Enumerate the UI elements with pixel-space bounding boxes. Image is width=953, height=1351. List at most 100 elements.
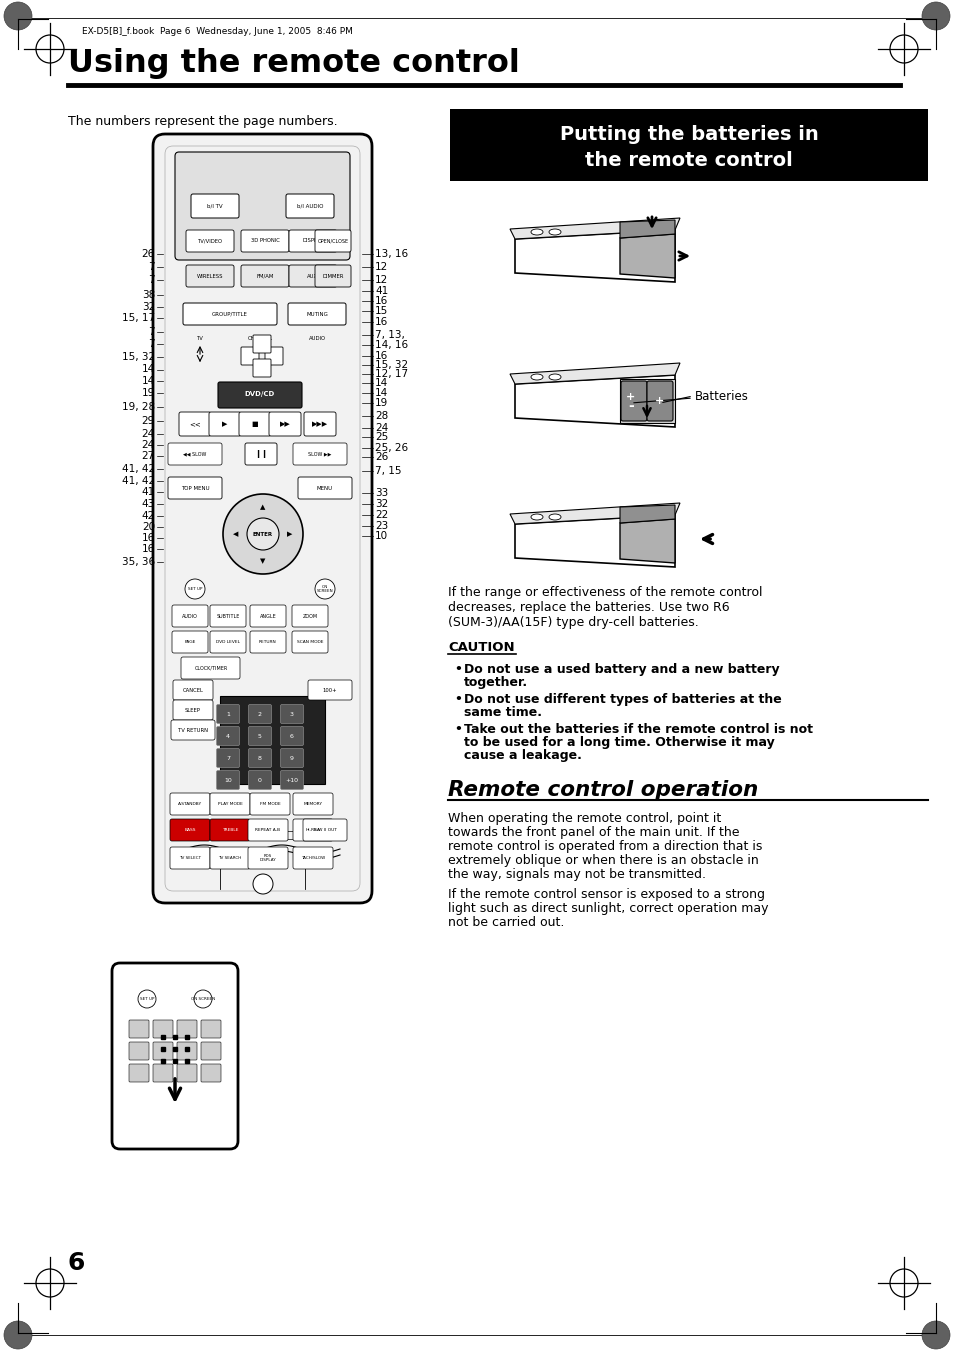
Text: •: • bbox=[454, 663, 461, 676]
Polygon shape bbox=[515, 376, 675, 427]
Text: 20: 20 bbox=[142, 521, 154, 532]
Text: 26: 26 bbox=[142, 249, 154, 259]
Text: Take out the batteries if the remote control is not: Take out the batteries if the remote con… bbox=[463, 723, 812, 736]
Text: PDS
DISPLAY: PDS DISPLAY bbox=[259, 854, 276, 862]
Text: ▶▶▶: ▶▶▶ bbox=[312, 422, 328, 427]
Text: CAUTION: CAUTION bbox=[448, 640, 514, 654]
Text: ▼: ▼ bbox=[260, 558, 265, 563]
Text: FM/AM: FM/AM bbox=[256, 273, 274, 278]
FancyBboxPatch shape bbox=[216, 748, 239, 767]
Text: b/l AUDIO: b/l AUDIO bbox=[296, 204, 323, 208]
FancyBboxPatch shape bbox=[646, 381, 672, 422]
Text: 14: 14 bbox=[375, 388, 388, 397]
Text: the remote control: the remote control bbox=[584, 151, 792, 170]
Text: TOP MENU: TOP MENU bbox=[180, 485, 209, 490]
Text: 19: 19 bbox=[375, 399, 388, 408]
Text: 14: 14 bbox=[142, 365, 154, 374]
Polygon shape bbox=[510, 503, 679, 524]
Text: 42: 42 bbox=[142, 511, 154, 521]
Polygon shape bbox=[515, 515, 675, 567]
Text: Using the remote control: Using the remote control bbox=[68, 49, 519, 78]
Text: 7: 7 bbox=[149, 276, 154, 285]
Text: RETURN: RETURN bbox=[259, 640, 276, 644]
FancyBboxPatch shape bbox=[210, 793, 250, 815]
Text: TV SEARCH: TV SEARCH bbox=[218, 857, 241, 861]
Circle shape bbox=[253, 874, 273, 894]
Text: 4: 4 bbox=[226, 734, 230, 739]
Text: ON SCREEN: ON SCREEN bbox=[191, 997, 214, 1001]
FancyBboxPatch shape bbox=[129, 1042, 149, 1061]
Text: AUDIO: AUDIO bbox=[308, 335, 325, 340]
FancyBboxPatch shape bbox=[152, 1020, 172, 1038]
FancyBboxPatch shape bbox=[209, 412, 241, 436]
Text: to be used for a long time. Otherwise it may: to be used for a long time. Otherwise it… bbox=[463, 736, 774, 748]
Text: TV SELECT: TV SELECT bbox=[179, 857, 201, 861]
Text: 2: 2 bbox=[257, 712, 262, 716]
Text: The numbers represent the page numbers.: The numbers represent the page numbers. bbox=[68, 115, 337, 127]
Text: 29: 29 bbox=[142, 416, 154, 426]
Text: b/l TV: b/l TV bbox=[207, 204, 223, 208]
FancyBboxPatch shape bbox=[177, 1042, 196, 1061]
Text: 38: 38 bbox=[142, 290, 154, 300]
FancyBboxPatch shape bbox=[174, 153, 350, 259]
Ellipse shape bbox=[548, 230, 560, 235]
Text: AUX: AUX bbox=[307, 273, 318, 278]
FancyBboxPatch shape bbox=[250, 631, 286, 653]
Text: TACH/SLOW: TACH/SLOW bbox=[300, 857, 325, 861]
Polygon shape bbox=[619, 234, 675, 278]
Text: ANGLE: ANGLE bbox=[259, 613, 276, 619]
Text: 35, 36: 35, 36 bbox=[122, 558, 154, 567]
Text: ▶: ▶ bbox=[287, 531, 293, 536]
FancyBboxPatch shape bbox=[216, 704, 239, 724]
FancyBboxPatch shape bbox=[168, 477, 222, 499]
Text: Remote control operation: Remote control operation bbox=[448, 780, 758, 800]
Text: 32: 32 bbox=[375, 500, 388, 509]
FancyBboxPatch shape bbox=[241, 265, 289, 286]
Text: ZOOM: ZOOM bbox=[302, 613, 317, 619]
Text: MEMORY: MEMORY bbox=[303, 802, 322, 807]
Ellipse shape bbox=[531, 513, 542, 520]
Text: decreases, replace the batteries. Use two R6: decreases, replace the batteries. Use tw… bbox=[448, 601, 729, 613]
Text: 41, 42: 41, 42 bbox=[122, 477, 154, 486]
Text: 1: 1 bbox=[226, 712, 230, 716]
FancyBboxPatch shape bbox=[152, 134, 372, 902]
FancyBboxPatch shape bbox=[112, 963, 237, 1148]
Circle shape bbox=[921, 1321, 949, 1350]
FancyBboxPatch shape bbox=[265, 347, 283, 365]
Text: 25: 25 bbox=[375, 432, 388, 442]
Text: TV RETURN: TV RETURN bbox=[178, 727, 208, 732]
Text: 16: 16 bbox=[375, 317, 388, 327]
Text: A.STANDBY: A.STANDBY bbox=[178, 802, 202, 807]
Circle shape bbox=[4, 1, 32, 30]
Text: PLAY MODE: PLAY MODE bbox=[217, 802, 242, 807]
Text: DIMMER: DIMMER bbox=[322, 273, 343, 278]
Text: ◀◀ SLOW: ◀◀ SLOW bbox=[183, 451, 207, 457]
FancyBboxPatch shape bbox=[248, 704, 272, 724]
FancyBboxPatch shape bbox=[172, 700, 213, 720]
Text: +10: +10 bbox=[285, 777, 298, 782]
Text: 7: 7 bbox=[149, 262, 154, 272]
Polygon shape bbox=[510, 363, 679, 384]
Text: EX-D5[B]_f.book  Page 6  Wednesday, June 1, 2005  8:46 PM: EX-D5[B]_f.book Page 6 Wednesday, June 1… bbox=[82, 27, 353, 35]
Text: 22: 22 bbox=[375, 509, 388, 520]
FancyBboxPatch shape bbox=[216, 727, 239, 746]
Circle shape bbox=[138, 990, 156, 1008]
Text: 25, 26: 25, 26 bbox=[375, 443, 408, 453]
FancyBboxPatch shape bbox=[253, 359, 271, 377]
FancyBboxPatch shape bbox=[293, 819, 333, 842]
Text: 24: 24 bbox=[375, 423, 388, 432]
Text: DISPLAY: DISPLAY bbox=[302, 239, 323, 243]
Ellipse shape bbox=[548, 374, 560, 380]
FancyBboxPatch shape bbox=[248, 727, 272, 746]
Text: 9: 9 bbox=[290, 755, 294, 761]
Text: HI-REA: HI-REA bbox=[305, 828, 320, 832]
Text: -: - bbox=[627, 399, 633, 413]
Text: cause a leakage.: cause a leakage. bbox=[463, 748, 581, 762]
Circle shape bbox=[921, 1, 949, 30]
Ellipse shape bbox=[548, 513, 560, 520]
Text: same time.: same time. bbox=[463, 707, 541, 719]
Text: 15, 32: 15, 32 bbox=[122, 351, 154, 362]
Text: ENTER: ENTER bbox=[253, 531, 273, 536]
FancyBboxPatch shape bbox=[304, 412, 335, 436]
FancyBboxPatch shape bbox=[280, 704, 303, 724]
